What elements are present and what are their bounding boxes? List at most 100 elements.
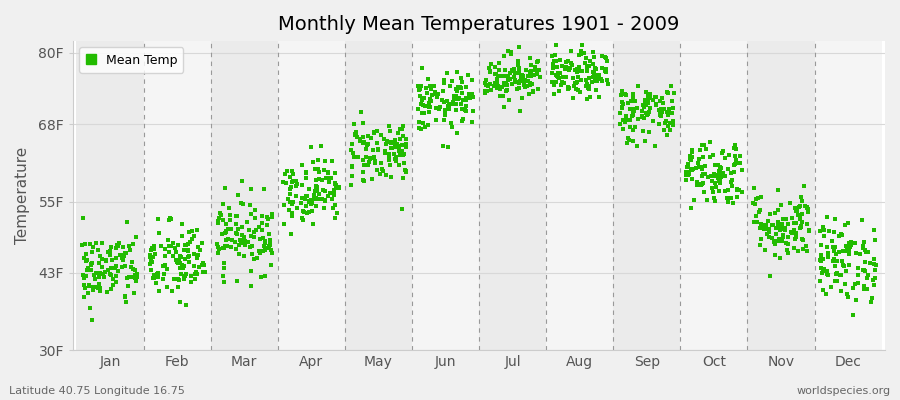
Point bbox=[95, 240, 110, 246]
Point bbox=[455, 90, 470, 96]
Point bbox=[562, 85, 576, 91]
Bar bbox=[613, 41, 680, 350]
Point bbox=[310, 188, 324, 194]
Point bbox=[773, 236, 788, 242]
Point bbox=[395, 126, 410, 132]
Point bbox=[76, 282, 91, 288]
Point bbox=[842, 262, 856, 268]
Point bbox=[774, 238, 788, 244]
Point bbox=[168, 249, 183, 255]
Point bbox=[833, 230, 848, 237]
Point bbox=[788, 205, 802, 211]
Point bbox=[521, 78, 535, 84]
Point bbox=[616, 117, 630, 123]
Point bbox=[716, 150, 730, 156]
Point bbox=[448, 86, 463, 92]
Point bbox=[86, 272, 101, 279]
Point bbox=[86, 244, 100, 250]
Point bbox=[465, 76, 480, 83]
Point bbox=[634, 113, 649, 120]
Point bbox=[216, 279, 230, 285]
Point bbox=[89, 269, 104, 276]
Point bbox=[845, 312, 859, 318]
Point bbox=[832, 271, 847, 278]
Point bbox=[230, 213, 244, 220]
Point bbox=[175, 221, 189, 228]
Point bbox=[277, 221, 292, 228]
Point bbox=[588, 65, 602, 72]
Point bbox=[761, 233, 776, 240]
Point bbox=[429, 117, 444, 124]
Point bbox=[572, 64, 586, 70]
Point bbox=[263, 242, 277, 248]
Point bbox=[392, 144, 406, 150]
Point bbox=[615, 104, 629, 110]
Point bbox=[188, 276, 202, 282]
Point bbox=[317, 204, 331, 211]
Point bbox=[459, 95, 473, 102]
Point bbox=[328, 202, 342, 208]
Point bbox=[838, 280, 852, 287]
Point bbox=[682, 171, 697, 177]
Point bbox=[626, 106, 640, 112]
Point bbox=[150, 274, 165, 280]
Point bbox=[177, 273, 192, 279]
Point bbox=[801, 206, 815, 213]
Point bbox=[290, 205, 304, 211]
Point bbox=[190, 254, 204, 261]
Point bbox=[545, 79, 560, 85]
Point bbox=[769, 210, 783, 216]
Point bbox=[586, 61, 600, 68]
Point bbox=[562, 64, 577, 71]
Point bbox=[500, 87, 514, 93]
Point bbox=[725, 183, 740, 190]
Point bbox=[130, 274, 144, 280]
Point bbox=[156, 263, 170, 270]
Point bbox=[234, 240, 248, 246]
Point bbox=[461, 72, 475, 78]
Point bbox=[306, 221, 320, 227]
Point bbox=[299, 203, 313, 209]
Point bbox=[289, 192, 303, 199]
Point bbox=[328, 170, 342, 176]
Point bbox=[595, 78, 609, 84]
Point bbox=[868, 275, 882, 282]
Point bbox=[826, 248, 841, 254]
Point bbox=[330, 184, 345, 190]
Point bbox=[210, 241, 224, 248]
Point bbox=[77, 255, 92, 261]
Point bbox=[184, 273, 198, 279]
Point bbox=[440, 98, 454, 104]
Point bbox=[508, 78, 522, 85]
Point bbox=[368, 160, 382, 166]
Point bbox=[217, 260, 231, 266]
Point bbox=[796, 183, 811, 190]
Point bbox=[840, 290, 854, 297]
Point bbox=[367, 158, 382, 164]
Point bbox=[582, 93, 597, 100]
Point bbox=[221, 204, 236, 211]
Point bbox=[500, 82, 514, 88]
Point bbox=[724, 195, 738, 202]
Point bbox=[262, 237, 276, 243]
Point bbox=[619, 92, 634, 98]
Point bbox=[384, 145, 399, 152]
Point bbox=[781, 241, 796, 247]
Point bbox=[218, 243, 232, 249]
Point bbox=[116, 244, 130, 250]
Point bbox=[771, 235, 786, 242]
Point bbox=[327, 187, 341, 194]
Point bbox=[720, 166, 734, 172]
Point bbox=[261, 243, 275, 249]
Point bbox=[495, 72, 509, 79]
Point bbox=[83, 241, 97, 247]
Point bbox=[583, 58, 598, 64]
Point bbox=[857, 266, 871, 273]
Point bbox=[707, 170, 722, 177]
Point bbox=[532, 67, 546, 73]
Point bbox=[173, 253, 187, 259]
Point bbox=[184, 279, 198, 286]
Point bbox=[491, 60, 506, 66]
Point bbox=[814, 257, 828, 264]
Point bbox=[776, 232, 790, 238]
